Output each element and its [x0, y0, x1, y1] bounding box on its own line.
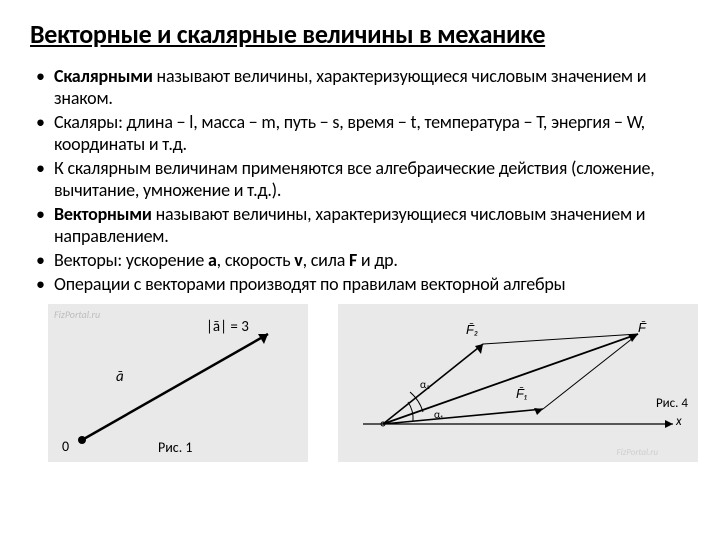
text: К скалярным величинам применяются все ал…: [54, 157, 655, 201]
text-bold: а: [208, 249, 217, 271]
f-label: F̄: [638, 320, 646, 336]
figure-2: F̄₂ F̄ F̄₁ α₁ α₂ x Рис. 4 FizPortal.ru: [338, 304, 698, 462]
x-axis-label: x: [676, 414, 682, 429]
text: Векторы: ускорение: [54, 249, 208, 271]
text: и др.: [357, 249, 398, 271]
text: Операции с векторами производят по прави…: [54, 273, 565, 295]
list-item: Скаляры: длина − l, масса − m, путь − s,…: [36, 112, 690, 156]
list-item: Векторными называют величины, характериз…: [36, 204, 690, 248]
watermark-text: FizPortal.ru: [617, 447, 659, 458]
list-item: Операции с векторами производят по прави…: [36, 274, 690, 296]
text-bold: Векторными: [54, 203, 152, 225]
watermark-text: FizPortal.ru: [54, 308, 100, 321]
text: , скорость: [217, 249, 295, 271]
magnitude-label: |ā| = 3: [206, 318, 249, 336]
origin-label: 0: [62, 438, 69, 455]
text: , сила: [303, 249, 349, 271]
text-bold: Скалярными: [54, 65, 153, 87]
figure-2-caption: Рис. 4: [656, 396, 688, 411]
text: Скаляры: длина − l, масса − m, путь − s,…: [54, 111, 645, 155]
text-bold: F: [349, 249, 357, 271]
alpha1-label: α₁: [434, 408, 443, 421]
slide-title: Векторные и скалярные величины в механик…: [30, 18, 690, 50]
f1-label: F̄₁: [516, 386, 527, 402]
list-item: Скалярными называют величины, характериз…: [36, 66, 690, 110]
text-bold: v: [294, 249, 302, 271]
list-item: Векторы: ускорение а, скорость v, сила F…: [36, 250, 690, 272]
vector-a-label: ā: [116, 368, 124, 386]
alpha2-label: α₂: [420, 378, 430, 391]
figure-1: FizPortal.ru ā |ā| = 3 0 Рис. 1: [48, 304, 308, 462]
list-item: К скалярным величинам применяются все ал…: [36, 158, 690, 202]
f2-label: F̄₂: [466, 322, 478, 338]
figures-row: FizPortal.ru ā |ā| = 3 0 Рис. 1: [30, 304, 690, 462]
bullet-list: Скалярными называют величины, характериз…: [30, 66, 690, 296]
figure-1-caption: Рис. 1: [158, 439, 193, 456]
